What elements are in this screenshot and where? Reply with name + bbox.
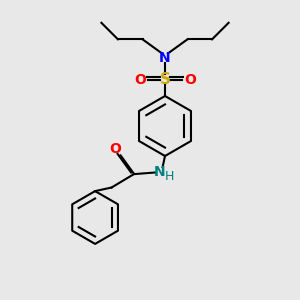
Text: N: N [154,166,165,179]
Text: O: O [109,142,121,156]
Text: O: O [184,73,196,86]
Text: S: S [160,72,170,87]
Text: O: O [134,73,146,86]
Text: N: N [159,51,171,65]
Text: H: H [164,169,174,183]
